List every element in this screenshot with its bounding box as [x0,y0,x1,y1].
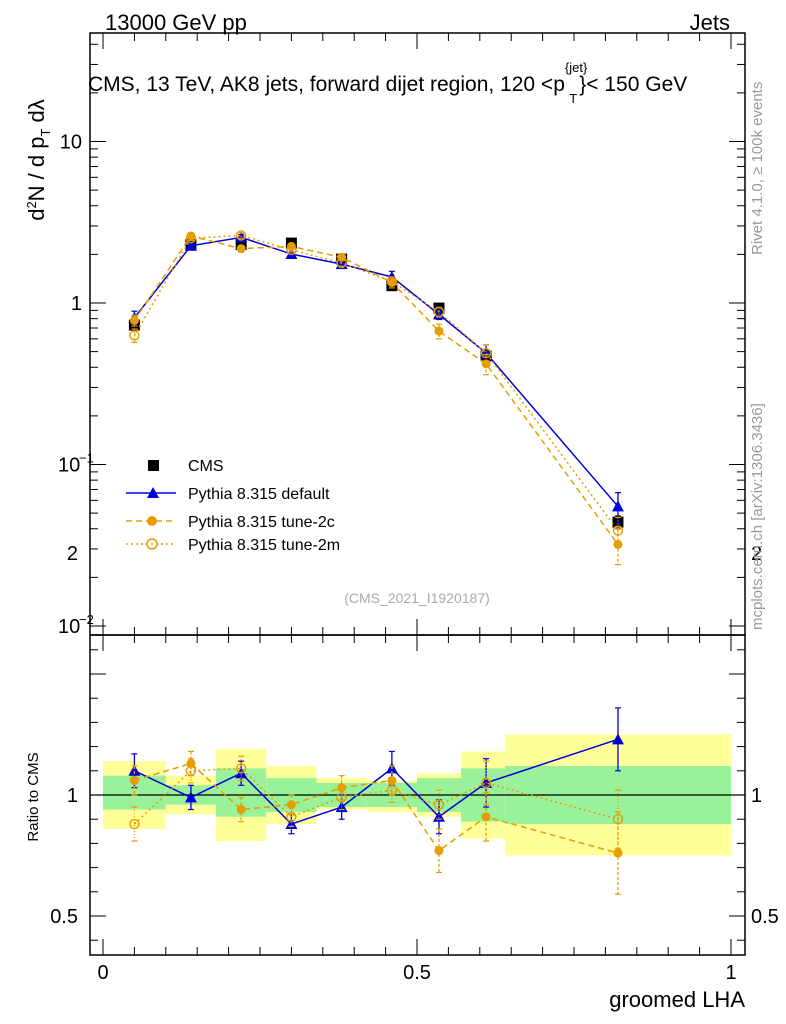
ratio-y-tick-label: 2 [67,543,78,565]
plot-title-sup: {jet} [565,60,588,75]
main-ylabel: d2N / d pT dλ [24,99,53,221]
main-tune2m-point [129,330,140,341]
header-right: Jets [690,10,730,35]
main-tune2c-point [613,539,623,549]
ratio-tune2m-point [612,814,624,825]
main-y-tick-exponent: −1 [79,451,94,466]
main-y-tick-exponent: −2 [79,612,94,627]
main-y-tick-label: 10 [60,132,82,154]
ratio-tune2c-point [236,805,246,815]
ratio-tune2m-point [336,792,347,803]
ratio-y-tick-label-right: 2 [751,543,762,565]
ratio-tune2c-point [387,775,397,785]
ratio-tune2c-point [434,846,444,856]
legend: CMS Pythia 8.315 default Pythia 8.315 tu… [126,458,340,554]
main-tune2m-point [386,276,398,287]
ratio-tune2c-point [481,812,491,822]
main-y-tick-label: 10 [58,455,80,477]
legend-default-marker [147,487,159,498]
legend-tune2m-label: Pythia 8.315 tune-2m [188,537,340,554]
svg-text:d2N / d pT dλ: d2N / d pT dλ [24,99,53,221]
main-tune2c-point [236,244,246,254]
main-tune2m-point [433,306,445,318]
ratio-default-point [611,733,624,745]
plot-title-sub: T [569,91,577,106]
main-series [128,230,624,566]
ratio-y-tick-label: 0.5 [50,906,78,928]
main-y-tick-label: 10 [58,616,80,638]
main-tune2m-point [480,347,492,359]
main-tune2c-point [387,277,397,287]
main-tune2c-point [286,241,296,251]
main-tune2m-point [235,230,247,241]
analysis-watermark: (CMS_2021_I1920187) [344,590,490,606]
legend-tune2c-marker [147,516,157,526]
main-tune2c-point [129,315,139,325]
plot-title-end: }< 150 GeV [579,73,687,96]
main-default-point [480,347,493,359]
plot-title-main: CMS, 13 TeV, AK8 jets, forward dijet reg… [88,73,565,96]
ratio-y-tick-label-right: 0.5 [751,906,779,928]
ratio-x-tick-label: 0.5 [403,962,431,984]
ratio-tune2m-point [480,777,492,789]
legend-cms-marker [148,460,159,471]
legend-tune2c-label: Pythia 8.315 tune-2c [188,514,335,531]
main-tune2m-point [185,232,197,244]
main-default-point [285,248,298,260]
rivet-version: Rivet 4.1.0, ≥ 100k events [749,82,766,255]
ratio-y-tick-label: 1 [67,785,78,807]
main-tune2m-point [286,244,297,256]
header-left: 13000 GeV pp [105,10,247,35]
mcplots-credit: mcplots.cern.ch [arXiv:1306.3436] [749,403,766,630]
ratio-series [128,707,624,895]
ratio-tune2m-point [185,765,197,776]
ratio-tune2m-point [129,818,140,830]
main-tune2m-point [336,257,347,269]
main-tune2m-point [612,525,624,536]
ratio-tune2c-point [337,783,347,793]
legend-default-label: Pythia 8.315 default [188,486,330,503]
ratio-default-point [184,791,197,803]
ratio-ylabel: Ratio to CMS [25,752,42,841]
ratio-tune2m-point [235,763,247,774]
plot-title: CMS, 13 TeV, AK8 jets, forward dijet reg… [88,60,687,106]
legend-cms-label: CMS [188,458,224,475]
main-default-point [611,500,624,512]
ratio-tune2c-point [186,759,196,769]
ratio-tune2c-point [613,848,623,858]
ratio-tune2c-point [129,775,139,785]
ratio-tune2m-point [386,784,398,796]
ratio-tune2m-point [286,811,297,822]
ratio-x-tick-label: 0 [97,962,108,984]
ratio-y-tick-label-right: 1 [751,785,762,807]
ratio-tune2m-point [433,799,445,810]
legend-tune2m-marker [146,538,158,550]
ratio-default-point [128,764,141,776]
ratio-x-tick-label: 1 [725,962,736,984]
main-default-point [184,239,197,251]
xlabel: groomed LHA [609,987,745,1012]
main-y-tick-label: 1 [71,293,82,315]
main-tune2c-point [434,326,444,336]
